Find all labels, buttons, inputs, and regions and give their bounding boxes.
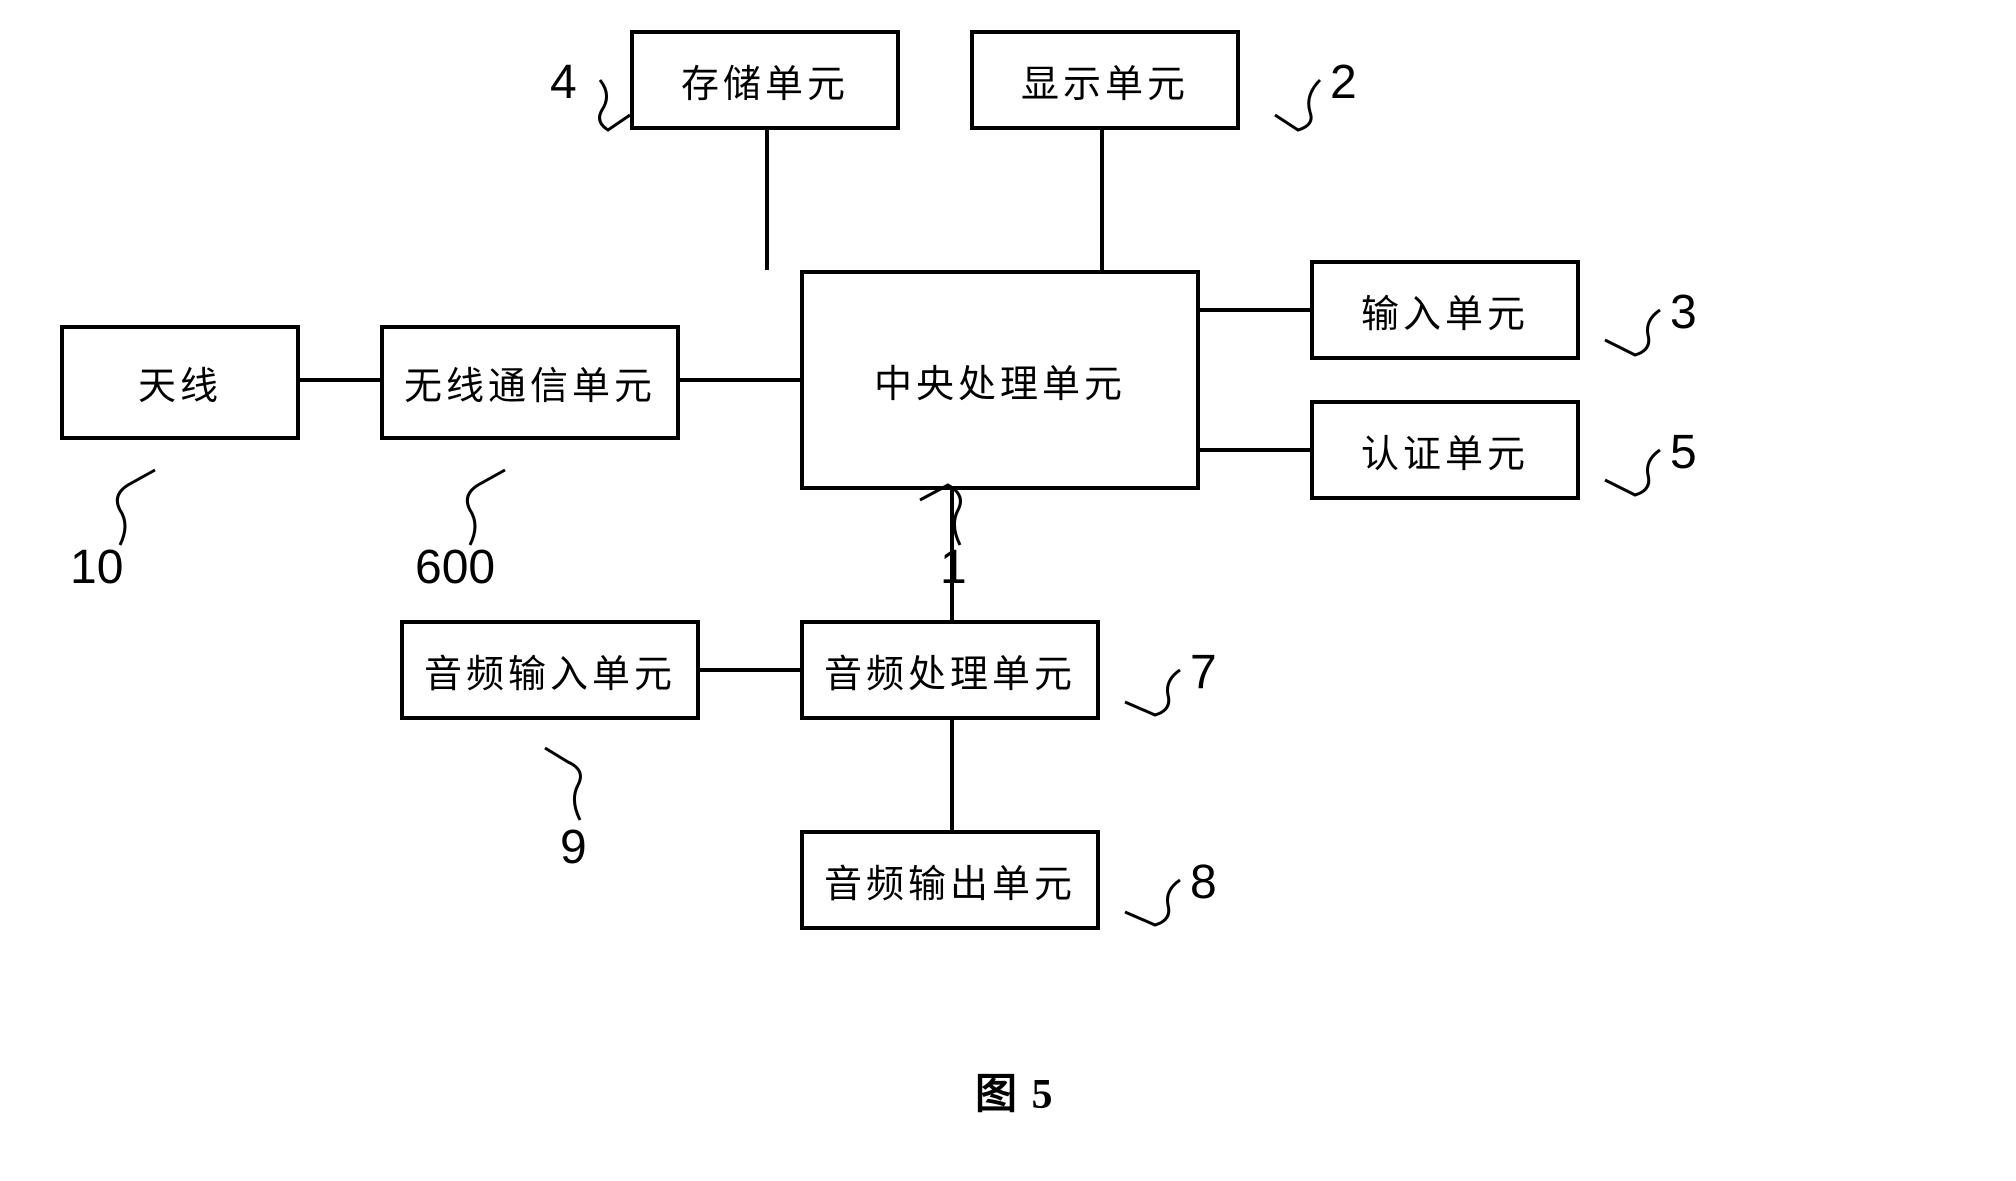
ref-label-3: 3 bbox=[1670, 285, 1697, 340]
leader-lines bbox=[0, 0, 2016, 1181]
ref-label-9: 9 bbox=[560, 820, 587, 875]
ref-label-2: 2 bbox=[1330, 55, 1357, 110]
leader-to-10 bbox=[117, 470, 155, 545]
ref-label-5: 5 bbox=[1670, 425, 1697, 480]
figure-caption: 图 5 bbox=[975, 1060, 1055, 1121]
ref-label-8: 8 bbox=[1190, 855, 1217, 910]
leader-to-9 bbox=[545, 748, 580, 820]
leader-to-5 bbox=[1605, 450, 1660, 495]
leader-to-2 bbox=[1275, 80, 1320, 130]
ref-label-7: 7 bbox=[1190, 645, 1217, 700]
ref-label-600: 600 bbox=[415, 540, 495, 595]
leader-to-1 bbox=[920, 485, 960, 545]
leader-to-3 bbox=[1605, 310, 1660, 355]
ref-label-10: 10 bbox=[70, 540, 123, 595]
leader-to-8 bbox=[1125, 880, 1180, 925]
ref-label-4: 4 bbox=[550, 55, 577, 110]
leader-to-7 bbox=[1125, 670, 1180, 715]
ref-label-1: 1 bbox=[940, 540, 967, 595]
leader-to-4 bbox=[600, 80, 630, 130]
leader-to-600 bbox=[467, 470, 505, 545]
